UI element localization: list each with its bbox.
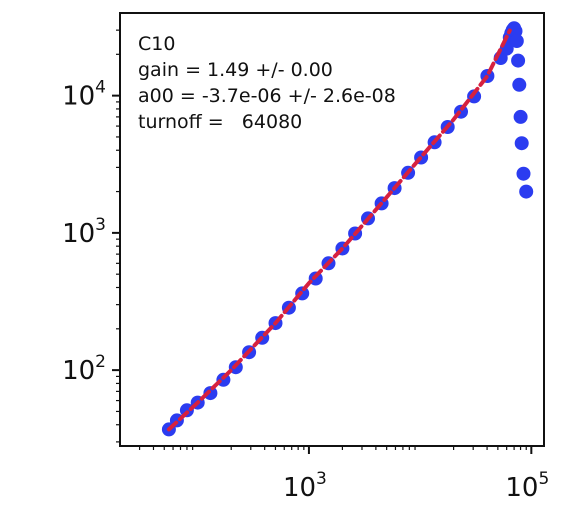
annotation-box: C10 gain = 1.49 +/- 0.00 a00 = -3.7e-06 … — [138, 33, 396, 133]
data-point — [514, 136, 529, 151]
axis-ticks: 103 105 102 103 104 — [62, 29, 549, 503]
annotation-line-4: turnoff = 64080 — [138, 111, 302, 133]
data-point — [519, 184, 534, 199]
x-tick-label: 103 — [283, 469, 327, 503]
fit-line — [166, 28, 512, 432]
y-tick-label: 104 — [62, 78, 106, 112]
plot-frame — [119, 12, 545, 447]
data-point — [516, 166, 531, 181]
annotation-line-1: C10 — [138, 33, 175, 55]
annotation-line-3: a00 = -3.7e-06 +/- 2.6e-08 — [138, 85, 396, 107]
data-point — [513, 109, 528, 124]
data-point — [509, 34, 524, 48]
y-tick-label: 102 — [62, 352, 106, 386]
data-point — [511, 53, 526, 68]
annotation-line-2: gain = 1.49 +/- 0.00 — [138, 59, 333, 81]
x-tick-label: 105 — [505, 469, 549, 503]
y-tick-label: 103 — [62, 215, 106, 249]
data-point — [467, 89, 482, 104]
plot-area — [161, 21, 534, 437]
data-point — [512, 77, 527, 92]
